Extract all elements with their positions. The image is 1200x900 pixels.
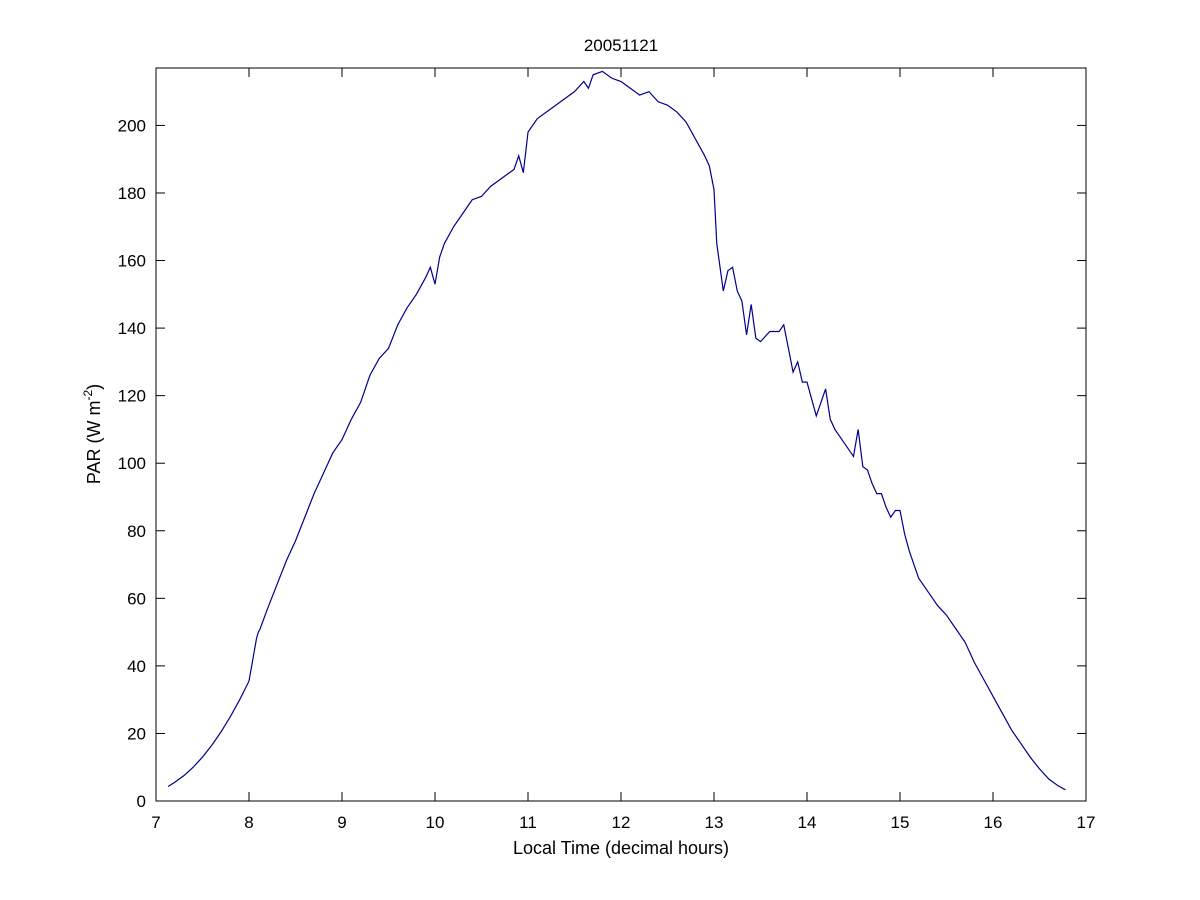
y-label-text: PAR (W m xyxy=(84,401,104,485)
x-tick-label: 16 xyxy=(984,813,1003,832)
y-tick-label: 100 xyxy=(118,454,146,473)
y-tick-label: 140 xyxy=(118,319,146,338)
y-label-end: ) xyxy=(84,384,104,390)
y-tick-label: 80 xyxy=(127,522,146,541)
x-tick-label: 15 xyxy=(891,813,910,832)
y-tick-label: 180 xyxy=(118,184,146,203)
x-axis-label: Local Time (decimal hours) xyxy=(513,838,729,858)
x-tick-label: 9 xyxy=(337,813,346,832)
x-tick-label: 7 xyxy=(151,813,160,832)
x-tick-label: 12 xyxy=(612,813,631,832)
y-tick-label: 120 xyxy=(118,387,146,406)
y-tick-label: 60 xyxy=(127,589,146,608)
x-tick-label: 13 xyxy=(705,813,724,832)
y-tick-label: 0 xyxy=(137,792,146,811)
x-tick-label: 8 xyxy=(244,813,253,832)
data-line xyxy=(167,70,1066,791)
y-tick-label: 40 xyxy=(127,657,146,676)
x-tick-label: 10 xyxy=(426,813,445,832)
x-tick-label: 14 xyxy=(798,813,817,832)
y-axis-label: PAR (W m-2) xyxy=(81,384,104,484)
x-tick-label: 11 xyxy=(519,813,537,832)
x-tick-label: 17 xyxy=(1077,813,1096,832)
chart-title: 20051121 xyxy=(584,36,658,55)
y-label-superscript: -2 xyxy=(81,390,95,401)
y-tick-label: 160 xyxy=(118,252,146,271)
y-tick-label: 200 xyxy=(118,116,146,135)
y-tick-label: 20 xyxy=(127,724,146,743)
plot-area xyxy=(155,67,1087,802)
